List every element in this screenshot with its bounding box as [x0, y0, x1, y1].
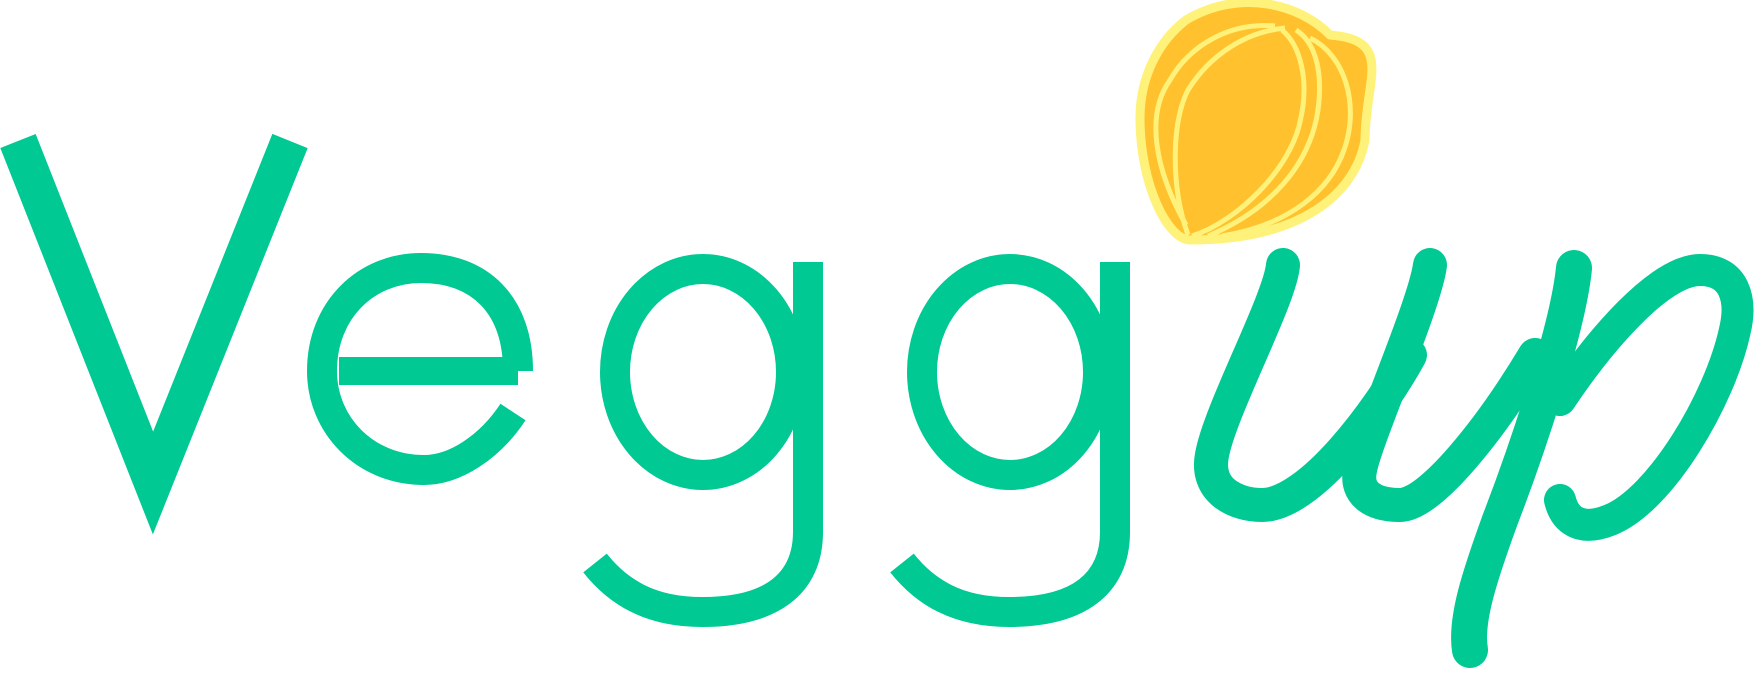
- seed-icon: [1135, 0, 1377, 245]
- wordmark-up: [1194, 248, 1754, 668]
- wordmark-vegg: [0, 133, 1130, 628]
